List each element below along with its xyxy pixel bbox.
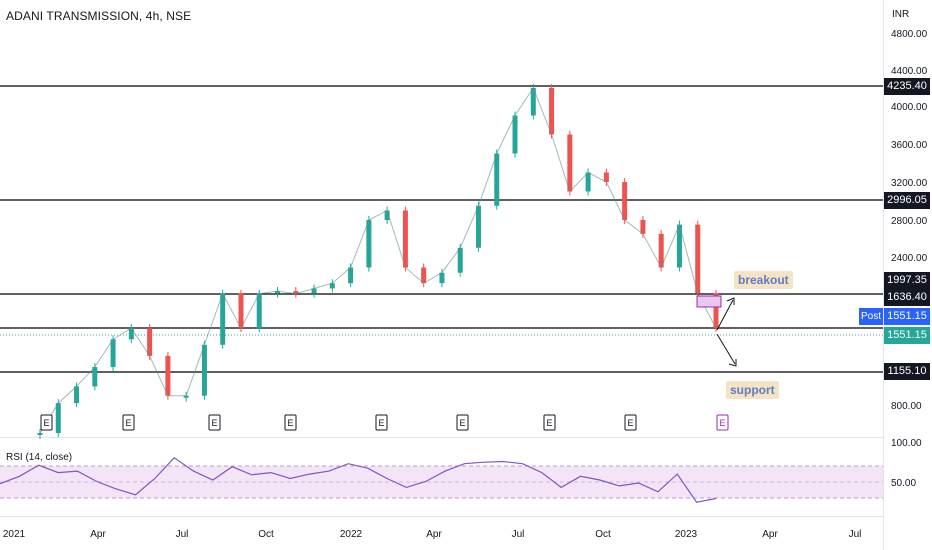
earnings-e-icon[interactable] bbox=[208, 414, 221, 431]
x-tick-label: Oct bbox=[258, 529, 274, 540]
candle bbox=[713, 293, 719, 328]
chart-title: ADANI TRANSMISSION, 4h, NSE bbox=[6, 9, 192, 23]
earnings-e-icon[interactable] bbox=[284, 414, 297, 431]
earnings-e-icon[interactable] bbox=[716, 414, 729, 431]
candle bbox=[549, 88, 555, 135]
support-annotation: support bbox=[726, 381, 779, 399]
y-tick-label: 4000.00 bbox=[891, 102, 928, 113]
x-tick-label: Jul bbox=[512, 529, 525, 540]
post-label: Post bbox=[859, 308, 883, 325]
level-tag-4235: 4235.40 bbox=[884, 78, 930, 95]
y-tick-label: 4800.00 bbox=[891, 29, 928, 40]
arrow-up-icon bbox=[716, 299, 734, 331]
candle bbox=[110, 339, 116, 368]
rsi-line bbox=[0, 457, 717, 503]
candle bbox=[530, 88, 536, 116]
candle bbox=[128, 328, 134, 340]
candle bbox=[55, 403, 61, 433]
candle bbox=[384, 210, 390, 220]
y-tick-label: 2400.00 bbox=[891, 253, 928, 264]
earnings-e-icon[interactable] bbox=[40, 414, 53, 431]
y-tick-label: 800.00 bbox=[891, 401, 922, 412]
earnings-e-icon[interactable] bbox=[543, 414, 556, 431]
candle bbox=[676, 224, 682, 268]
candle bbox=[220, 293, 226, 345]
candle bbox=[92, 367, 98, 387]
x-tick-label: Jul bbox=[849, 529, 862, 540]
level-tag-1155: 1155.10 bbox=[884, 363, 930, 380]
y-tick-label: 2800.00 bbox=[891, 216, 928, 227]
x-tick-label: Apr bbox=[762, 529, 778, 540]
candle bbox=[183, 395, 189, 398]
arrow-up-head bbox=[726, 297, 735, 305]
earnings-e-glyph: E bbox=[546, 418, 552, 428]
candle bbox=[457, 247, 463, 273]
candle bbox=[366, 220, 372, 268]
candle bbox=[311, 288, 317, 294]
candle bbox=[603, 172, 609, 182]
candle bbox=[402, 210, 408, 268]
candle bbox=[74, 386, 80, 404]
earnings-e-glyph: E bbox=[211, 418, 217, 428]
earnings-e-icon[interactable] bbox=[122, 414, 135, 431]
earnings-e-icon[interactable] bbox=[375, 414, 388, 431]
x-tick-label: Jul bbox=[176, 529, 189, 540]
candle bbox=[348, 267, 354, 284]
x-tick-label: 2021 bbox=[3, 529, 26, 540]
candle bbox=[238, 293, 244, 329]
currency-label: INR bbox=[892, 9, 910, 20]
candle bbox=[494, 153, 500, 206]
x-tick-label: Oct bbox=[595, 529, 611, 540]
earnings-e-glyph: E bbox=[43, 418, 49, 428]
candle bbox=[695, 224, 701, 294]
candle bbox=[585, 172, 591, 192]
candle bbox=[475, 205, 481, 248]
earnings-e-glyph: E bbox=[378, 418, 384, 428]
candle bbox=[658, 233, 664, 268]
candle bbox=[329, 283, 335, 289]
candle bbox=[293, 291, 299, 294]
x-tick-label: Apr bbox=[426, 529, 442, 540]
earnings-e-icon[interactable] bbox=[624, 414, 637, 431]
rsi-label: RSI (14, close) bbox=[6, 452, 73, 463]
candle bbox=[512, 115, 518, 154]
rsi-tick-label: 100.00 bbox=[891, 438, 922, 449]
candle bbox=[439, 272, 445, 284]
y-tick-label: 3200.00 bbox=[891, 178, 928, 189]
price-line bbox=[39, 86, 717, 434]
x-tick-label: Apr bbox=[90, 529, 106, 540]
candle bbox=[256, 293, 262, 329]
candle bbox=[275, 291, 281, 294]
last-price-tag: 1551.15 bbox=[884, 327, 930, 344]
earnings-e-glyph: E bbox=[287, 418, 293, 428]
candle bbox=[201, 344, 207, 396]
breakout-box bbox=[696, 295, 722, 308]
arrow-down-head bbox=[728, 359, 737, 367]
breakout-annotation: breakout bbox=[734, 271, 793, 289]
rsi-tick-label: 50.00 bbox=[891, 478, 916, 489]
candle bbox=[147, 328, 153, 356]
candle bbox=[640, 220, 646, 234]
level-tag-1636: 1636.40 bbox=[884, 289, 930, 306]
level-tag-1997: 1997.35 bbox=[884, 272, 930, 289]
candle bbox=[37, 433, 43, 435]
level-tag-2996: 2996.05 bbox=[884, 192, 930, 209]
earnings-e-glyph: E bbox=[627, 418, 633, 428]
candle bbox=[622, 182, 628, 220]
y-tick-label: 3600.00 bbox=[891, 140, 928, 151]
earnings-e-icon[interactable] bbox=[456, 414, 469, 431]
candle bbox=[567, 134, 573, 192]
x-tick-label: 2023 bbox=[675, 529, 698, 540]
earnings-e-glyph: E bbox=[719, 418, 725, 428]
x-tick-label: 2022 bbox=[340, 529, 363, 540]
earnings-e-glyph: E bbox=[459, 418, 465, 428]
y-tick-label: 4400.00 bbox=[891, 66, 928, 77]
post-value-tag: 1551.15 bbox=[884, 308, 930, 325]
candle bbox=[421, 267, 427, 284]
arrow-down-icon bbox=[716, 333, 736, 365]
earnings-e-glyph: E bbox=[125, 418, 131, 428]
candle bbox=[165, 355, 171, 396]
